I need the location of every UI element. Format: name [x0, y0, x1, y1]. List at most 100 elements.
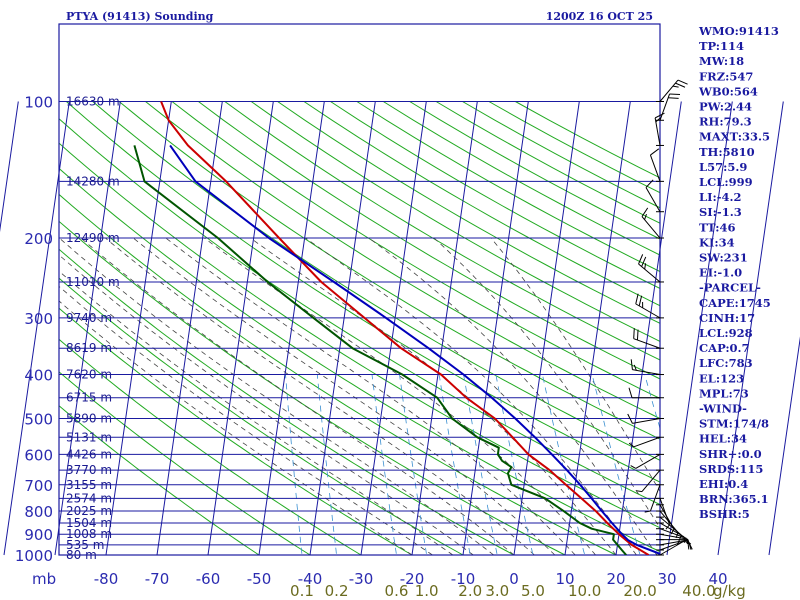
- index-item: EI:-1.0: [699, 266, 742, 280]
- index-item: LCL:999: [699, 175, 753, 189]
- mixing-ratio-label: 10.0: [568, 582, 601, 600]
- height-label: 9740 m: [66, 311, 112, 325]
- wind-barb-staff: [659, 539, 687, 551]
- wind-barb-flag: [685, 538, 688, 545]
- pressure-tick-label: 1000: [15, 547, 53, 565]
- dry-adiabat: [59, 405, 260, 555]
- index-item: STM:174/8: [699, 417, 769, 431]
- isotherm: [462, 101, 529, 556]
- height-label: 12490 m: [66, 231, 120, 245]
- wind-barb: [628, 436, 664, 448]
- pressure-tick-label: 700: [24, 477, 53, 495]
- wind-barb-staff: [632, 369, 661, 376]
- index-item: RH:79.3: [699, 115, 752, 129]
- temperature-tick-label: -30: [349, 570, 374, 588]
- wind-barb-staff: [659, 533, 688, 540]
- pressure-tick-label: 900: [24, 526, 53, 544]
- height-label: 11010 m: [66, 275, 120, 289]
- index-item: LI:-4.2: [699, 190, 742, 204]
- dry-adiabat: [59, 220, 567, 555]
- wind-barb-staff: [633, 338, 661, 349]
- isotherm: [615, 101, 682, 556]
- wind-barb-flag: [665, 524, 670, 530]
- wind-barb-staff: [649, 484, 661, 512]
- temperature-tick-label: -40: [298, 570, 323, 588]
- wind-barb-flag: [670, 528, 675, 535]
- mixing-ratio-label: 5.0: [521, 582, 545, 600]
- wind-barb-flag: [687, 539, 692, 550]
- dry-adiabat: [303, 101, 660, 307]
- height-label: 6715 m: [66, 391, 112, 405]
- isotherm: [258, 101, 325, 556]
- mixing-ratio-line: [285, 374, 303, 555]
- index-item: LCL:928: [699, 326, 753, 340]
- wind-barb: [630, 453, 664, 469]
- isotherm: [156, 101, 223, 556]
- isotherm: [0, 101, 19, 233]
- wind-barb-flag: [636, 329, 639, 341]
- wind-barb-flag: [654, 112, 665, 119]
- dry-adiabat: [250, 101, 660, 342]
- isotherm: [411, 101, 478, 556]
- pressure-tick-label: 400: [24, 367, 53, 385]
- temperature-tick-label: -80: [94, 570, 119, 588]
- temperature-tick-label: -10: [451, 570, 476, 588]
- wind-barb-staff: [645, 187, 661, 212]
- index-item: BSHR:5: [699, 507, 750, 521]
- index-item: -PARCEL-: [699, 281, 761, 295]
- height-label: 4426 m: [66, 447, 112, 461]
- wind-barb: [656, 539, 692, 550]
- wind-barb: [656, 93, 681, 121]
- dry-adiabat: [118, 101, 660, 440]
- moist-adiabat: [250, 237, 617, 555]
- temperature-tick-label: 0: [509, 570, 519, 588]
- moist-adiabat: [59, 254, 474, 555]
- pressure-tick-label: 100: [24, 94, 53, 112]
- mixing-ratio-line: [591, 374, 641, 555]
- wind-barb-staff: [641, 216, 661, 239]
- isotherm: [105, 101, 172, 556]
- index-item: LFC:783: [699, 356, 753, 370]
- wind-barb-flag: [687, 539, 690, 550]
- wind-barb-staff: [633, 436, 661, 448]
- wind-barb-flag: [630, 359, 633, 370]
- wind-barb: [628, 387, 664, 399]
- wind-barb-flag: [633, 364, 637, 371]
- plot-frame: [58, 23, 661, 556]
- wind-barb-flag: [641, 207, 649, 217]
- wind-barb-flag: [638, 295, 643, 306]
- index-item: SRDS:115: [699, 462, 763, 476]
- wind-barb: [656, 79, 688, 102]
- index-item: FRZ:547: [699, 69, 753, 83]
- height-label: 2574 m: [66, 491, 112, 505]
- index-item: L57:5.9: [699, 160, 747, 174]
- dry-adiabat: [145, 101, 660, 420]
- isotherm: [54, 101, 121, 556]
- isotherm: [666, 101, 733, 556]
- mixing-ratio-unit: g/kg: [713, 582, 746, 600]
- pressure-unit-label: mb: [32, 570, 56, 588]
- isotherm: [360, 101, 427, 556]
- index-item: -WIND-: [699, 402, 747, 416]
- wind-barb-staff: [638, 263, 661, 283]
- index-item: SW:231: [699, 251, 748, 265]
- mixing-ratio-line: [463, 374, 498, 555]
- mixing-ratio-label: 2.0: [458, 582, 482, 600]
- mixing-ratio-line: [542, 374, 586, 555]
- height-label: 5890 m: [66, 411, 112, 425]
- height-label: 5131 m: [66, 430, 112, 444]
- wind-barb-flag: [645, 179, 654, 188]
- mixing-ratio-label: 3.0: [485, 582, 509, 600]
- pressure-tick-label: 300: [24, 310, 53, 328]
- index-item: PW:2.44: [699, 100, 752, 114]
- wind-barb-flag: [668, 97, 679, 99]
- wind-barb: [633, 328, 664, 349]
- temperature-tick-label: -70: [145, 570, 170, 588]
- index-item: SI:-1.3: [699, 205, 742, 219]
- wind-barb-flag: [644, 263, 647, 270]
- wind-barb: [638, 254, 664, 283]
- wind-barb-flag: [633, 328, 635, 339]
- wind-barb: [635, 293, 664, 319]
- height-label: 14280 m: [66, 174, 120, 188]
- mixing-ratio-label: 40.0: [682, 582, 715, 600]
